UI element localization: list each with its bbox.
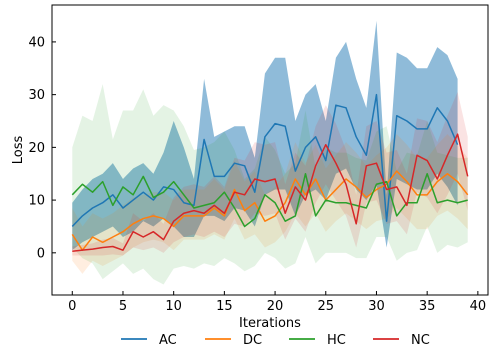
legend-label-ac: AC [159, 333, 177, 348]
confidence-bands [72, 20, 468, 285]
legend-label-hc: HC [327, 333, 346, 348]
x-tick-label: 25 [317, 299, 334, 314]
y-axis-ticks: 0 10 20 30 40 [28, 35, 56, 261]
band-dc [72, 134, 468, 274]
y-tick-label: 20 [28, 141, 45, 156]
y-tick-label: 0 [37, 246, 45, 261]
x-tick-label: 0 [68, 299, 76, 314]
y-tick-label: 30 [28, 88, 45, 103]
line-nc [72, 133, 469, 252]
y-axis-label: Loss [11, 136, 26, 165]
legend-label-dc: DC [243, 333, 262, 348]
x-axis-ticks: 0 5 10 15 20 25 30 35 40 [68, 291, 486, 314]
plot-frame [51, 4, 489, 296]
legend: AC DC HC NC [121, 333, 430, 348]
line-dc [71, 170, 469, 251]
line-hc [71, 172, 468, 228]
x-tick-label: 30 [368, 299, 385, 314]
x-tick-label: 10 [165, 299, 182, 314]
x-tick-label: 5 [119, 299, 127, 314]
band-nc [72, 92, 468, 256]
x-tick-label: 35 [419, 299, 436, 314]
x-tick-label: 40 [470, 299, 487, 314]
legend-label-nc: NC [411, 333, 430, 348]
x-tick-label: 20 [267, 299, 284, 314]
line-ac [71, 93, 459, 227]
x-tick-label: 15 [216, 299, 233, 314]
y-tick-label: 40 [28, 35, 45, 50]
x-axis-label: Iterations [239, 316, 301, 331]
series-lines [71, 93, 469, 252]
band-hc [72, 84, 468, 285]
y-tick-label: 10 [28, 194, 45, 209]
